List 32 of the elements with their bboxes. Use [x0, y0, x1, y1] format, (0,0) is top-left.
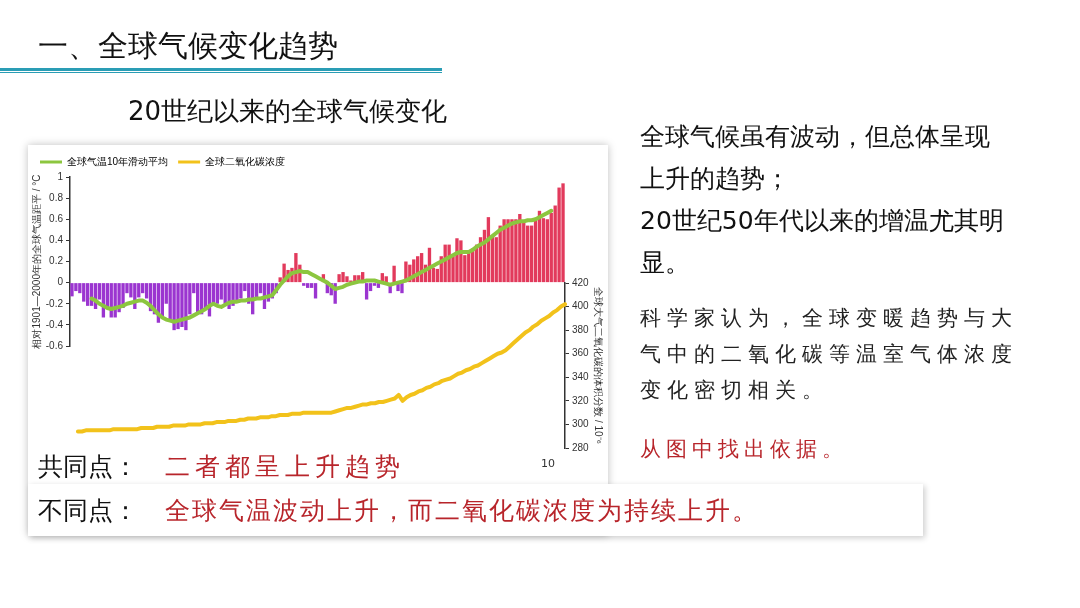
y-tick-label: 420: [572, 276, 590, 288]
y-tick-label: -0.4: [45, 318, 64, 330]
chart-subtitle: 20世纪以来的全球气候变化: [128, 95, 448, 128]
text: 全球气候虽有波动，但总体呈现上升的趋势；: [640, 121, 991, 195]
y-tick-label: 0.4: [49, 234, 64, 246]
y-tick-label: -0.2: [45, 297, 64, 309]
y-axis-title: 相对1901—2000年的全球气温距平 / °C: [30, 174, 42, 349]
text: 10: [541, 457, 556, 471]
text: 共同点：: [38, 452, 138, 481]
text: 从图中找出依据。: [640, 436, 849, 463]
text: 不同点：: [38, 496, 138, 525]
text: 20世纪50年代以来的增温尤其明显。: [640, 205, 1005, 279]
y-tick-label: 1: [57, 170, 64, 182]
text: 全球气温波动上升，而二氧化碳浓度为持续上升。: [165, 495, 760, 527]
y-tick-label: 0.6: [49, 213, 64, 224]
chart-title: 一、全球气候变化趋势: [38, 27, 338, 65]
y-tick-label: 0: [57, 276, 64, 288]
y-tick-label: 0.8: [49, 191, 64, 203]
y-tick-label: 300: [572, 418, 590, 430]
text: 科学家认为，全球变暖趋势与大气中的二氧化碳等温室气体浓度变化密切相关。: [640, 305, 1019, 404]
y-tick-label: 0.2: [49, 255, 64, 267]
text: 二者都呈上升趋势: [165, 451, 406, 483]
y-axis-title: 全球大气二氧化碳的体积分数 / 10⁻⁶: [593, 287, 605, 444]
y-tick-label: 340: [572, 371, 590, 383]
y-tick-label: 400: [572, 300, 590, 312]
y-tick-label: -0.6: [45, 339, 64, 351]
y-tick-label: 320: [572, 394, 590, 406]
y-tick-label: 360: [572, 347, 590, 359]
y-tick-label: 380: [572, 323, 590, 335]
legend-label: 全球气温10年滑动平均: [67, 155, 169, 167]
text: 全球二氧化碳浓度: [205, 155, 286, 167]
y-tick-label: 280: [572, 441, 590, 453]
